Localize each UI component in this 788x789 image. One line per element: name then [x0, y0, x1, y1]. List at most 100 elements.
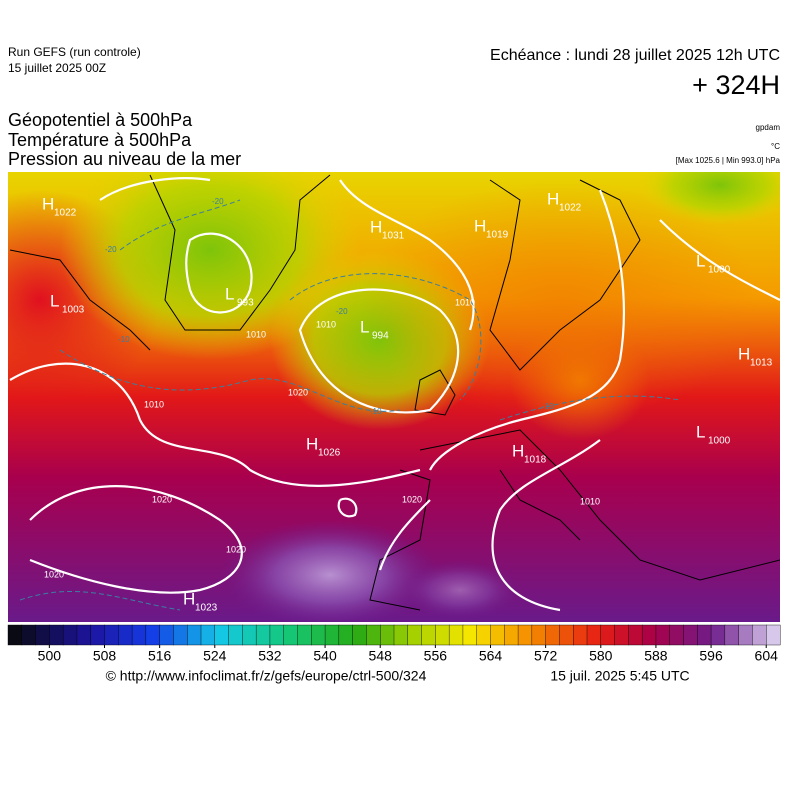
colorbar-swatch [697, 624, 712, 646]
center-letter: L [225, 284, 234, 303]
colorbar-tick-label: 540 [313, 648, 337, 664]
colorbar-swatch [435, 624, 450, 646]
center-value: 993 [237, 298, 254, 309]
colorbar-swatch [366, 624, 381, 646]
center-value: 1003 [62, 305, 85, 316]
isobar-label: 1020 [44, 569, 64, 579]
header: Run GEFS (run controle) 15 juillet 2025 … [8, 45, 781, 169]
colorbar-swatch [669, 624, 685, 646]
colorbar-swatch [269, 624, 285, 646]
center-value: 1019 [486, 230, 509, 241]
colorbar-tick-label: 508 [93, 648, 117, 664]
colorbar-swatch [517, 624, 533, 646]
colorbar-tick-label: 532 [258, 648, 282, 664]
colorbar-swatch [283, 624, 299, 646]
isotherm-label: -20 [212, 197, 224, 206]
center-letter: L [696, 422, 705, 441]
colorbar-swatch [766, 624, 781, 646]
colorbar-swatch [641, 624, 657, 646]
center-letter: H [306, 434, 318, 453]
colorbar-swatch [545, 624, 560, 646]
isobar-label: 1020 [402, 494, 422, 504]
center-value: 1018 [524, 455, 547, 466]
isotherm-label: -10 [370, 407, 382, 416]
center-value: 1031 [382, 231, 405, 242]
center-value: 1023 [195, 603, 218, 614]
colorbar-swatch [710, 624, 726, 646]
lead-time: + 324H [692, 70, 780, 100]
isotherm-label: -20 [336, 307, 348, 316]
colorbar-tick-label: 500 [38, 648, 62, 664]
colorbar-tick-label: 588 [644, 648, 668, 664]
isobar-label: 1010 [316, 319, 336, 329]
colorbar-swatch [35, 624, 50, 646]
colorbar-swatch [49, 624, 64, 646]
colorbar-tick-label: 548 [369, 648, 393, 664]
colorbar-swatch [297, 624, 312, 646]
center-letter: H [370, 217, 382, 236]
colorbar-swatch [118, 624, 133, 646]
colorbar-swatch [7, 624, 23, 646]
center-letter: L [696, 251, 705, 270]
colorbar-swatch [421, 624, 436, 646]
colorbar-swatch [104, 624, 119, 646]
coastlines [9, 174, 780, 611]
center-value: 1022 [54, 208, 77, 219]
colorbar-swatch [462, 624, 478, 646]
colorbar-swatch [393, 624, 409, 646]
isobar-label: 1010 [246, 329, 266, 339]
colorbar-swatch [145, 624, 161, 646]
colorbar-swatch [531, 624, 547, 646]
colorbar-swatch [228, 624, 243, 646]
center-letter: H [42, 194, 54, 213]
center-letter: H [512, 441, 524, 460]
colorbar-swatch [242, 624, 257, 646]
title: Température à 500hPa [8, 130, 192, 150]
colorbar-swatch [683, 624, 698, 646]
title: Géopotentiel à 500hPa [8, 110, 193, 130]
colorbar-swatch [214, 624, 230, 646]
colorbar-tick-label: 516 [148, 648, 172, 664]
colorbar-swatch [628, 624, 643, 646]
center-letter: H [183, 589, 195, 608]
isobar-label: 1010 [580, 496, 600, 506]
center-letter: H [474, 216, 486, 235]
isobar-label: 1020 [226, 544, 246, 554]
unit: °C [771, 142, 780, 151]
map-field [8, 172, 780, 622]
center-value: 1000 [708, 436, 731, 447]
colorbar-swatch [324, 624, 340, 646]
isobar-label: 1010 [455, 297, 475, 307]
colorbar-swatch [131, 624, 147, 646]
center-letter: H [738, 344, 750, 363]
center-letter: H [547, 189, 559, 208]
center-value: 1013 [750, 358, 773, 369]
center-value: 994 [372, 331, 389, 342]
isotherms [19, 199, 681, 611]
colorbar-swatch [738, 624, 753, 646]
center-value: 1000 [708, 265, 731, 276]
colorbar-swatch [159, 624, 174, 646]
valid-time: Echéance : lundi 28 juillet 2025 12h UTC [490, 47, 780, 64]
colorbar-swatch [476, 624, 492, 646]
center-letter: L [360, 317, 369, 336]
issued: 15 juil. 2025 5:45 UTC [550, 668, 689, 684]
center-letter: L [50, 291, 59, 310]
unit: gpdam [756, 123, 781, 132]
colorbar-swatch [655, 624, 671, 646]
colorbar-swatch [600, 624, 616, 646]
run-date: 15 juillet 2025 00Z [8, 61, 106, 75]
colorbar-swatch [380, 624, 395, 646]
colorbar-swatch [586, 624, 602, 646]
colorbar-swatch [173, 624, 188, 646]
colorbar-tick-label: 524 [203, 648, 227, 664]
isobar-label: 1020 [288, 387, 308, 397]
source: © http://www.infoclimat.fr/z/gefs/europe… [106, 668, 427, 684]
colorbar-swatch [559, 624, 574, 646]
colorbar-swatch [311, 624, 326, 646]
isobars [9, 177, 780, 612]
colorbar-swatch [352, 624, 367, 646]
isobar-label: 1010 [144, 399, 164, 409]
